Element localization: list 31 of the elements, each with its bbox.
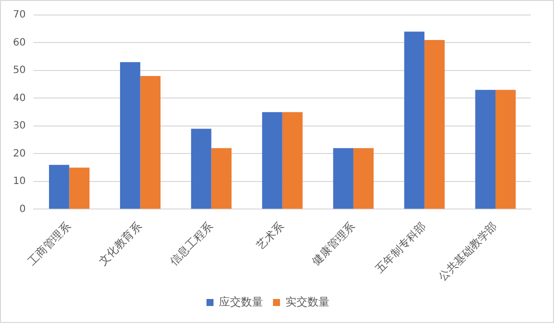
x-tick-label: 健康管理系 [309,220,358,268]
bar [333,148,354,209]
bar [49,164,70,209]
x-tick-label: 文化教育系 [96,220,144,268]
bar [120,62,140,209]
bar [69,168,90,209]
y-tick-label: 0 [19,204,26,215]
y-tick-label: 40 [12,92,26,104]
bar [353,148,374,209]
y-tick-label: 60 [12,37,26,48]
bar [495,90,516,209]
y-tick-label: 10 [12,176,26,188]
bar [475,90,496,209]
x-tick-label: 信息工程系 [167,220,216,268]
bar [404,32,424,209]
y-tick-label: 30 [12,120,26,132]
x-tick-label: 工商管理系 [25,220,74,268]
y-tick-label: 70 [12,10,26,21]
bar [424,40,445,209]
x-tick-label: 艺术系 [254,220,287,252]
bar [191,128,212,209]
legend-label: 实交数量 [286,295,330,308]
bar [140,76,161,209]
x-tick-label: 公共基础教学部 [436,220,500,284]
bar [282,112,303,209]
y-tick-label: 50 [12,65,26,76]
legend-label: 应交数量 [219,295,263,308]
bar [211,148,232,209]
y-tick-label: 20 [12,148,26,160]
x-tick-label: 五年制专科部 [372,220,429,276]
bar [262,112,282,209]
